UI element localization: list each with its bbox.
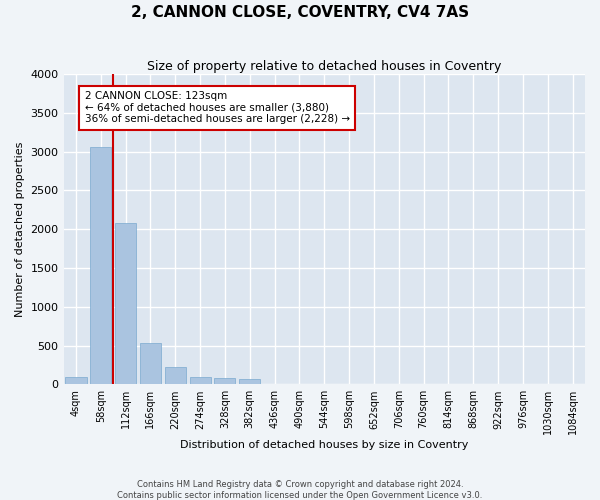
Bar bbox=[214, 378, 235, 384]
Title: Size of property relative to detached houses in Coventry: Size of property relative to detached ho… bbox=[147, 60, 502, 73]
Bar bbox=[140, 343, 161, 384]
Bar bbox=[90, 147, 112, 384]
Y-axis label: Number of detached properties: Number of detached properties bbox=[15, 142, 25, 317]
Text: 2, CANNON CLOSE, COVENTRY, CV4 7AS: 2, CANNON CLOSE, COVENTRY, CV4 7AS bbox=[131, 5, 469, 20]
Bar bbox=[190, 376, 211, 384]
X-axis label: Distribution of detached houses by size in Coventry: Distribution of detached houses by size … bbox=[180, 440, 469, 450]
Text: Contains HM Land Registry data © Crown copyright and database right 2024.
Contai: Contains HM Land Registry data © Crown c… bbox=[118, 480, 482, 500]
Bar bbox=[165, 368, 186, 384]
Bar bbox=[65, 376, 86, 384]
Text: 2 CANNON CLOSE: 123sqm
← 64% of detached houses are smaller (3,880)
36% of semi-: 2 CANNON CLOSE: 123sqm ← 64% of detached… bbox=[85, 91, 350, 124]
Bar bbox=[115, 223, 136, 384]
Bar bbox=[239, 379, 260, 384]
